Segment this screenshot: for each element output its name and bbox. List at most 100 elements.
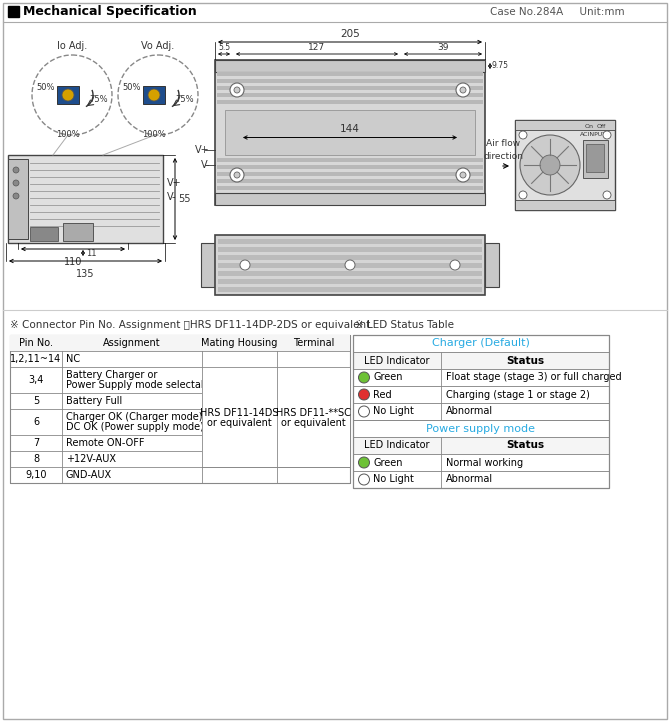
Text: 5: 5 bbox=[33, 396, 39, 406]
Text: 127: 127 bbox=[308, 43, 326, 52]
Circle shape bbox=[519, 191, 527, 199]
Text: DC OK (Power supply mode): DC OK (Power supply mode) bbox=[66, 422, 204, 432]
Text: On: On bbox=[585, 124, 594, 129]
Text: Power Supply mode selectable: Power Supply mode selectable bbox=[66, 380, 216, 389]
Text: NC: NC bbox=[66, 354, 80, 364]
Text: Charger OK (Charger mode) or: Charger OK (Charger mode) or bbox=[66, 412, 216, 422]
Text: Mechanical Specification: Mechanical Specification bbox=[23, 6, 197, 19]
Text: 9.75: 9.75 bbox=[492, 61, 509, 71]
Bar bbox=[217, 186, 483, 190]
Text: 55: 55 bbox=[178, 194, 190, 204]
Text: Remote ON-OFF: Remote ON-OFF bbox=[66, 438, 145, 448]
Text: HRS DF11-14DS: HRS DF11-14DS bbox=[200, 408, 279, 418]
Text: Vo Adj.: Vo Adj. bbox=[141, 41, 175, 51]
Text: Status: Status bbox=[506, 355, 544, 365]
Bar bbox=[218, 279, 482, 284]
Bar bbox=[8, 159, 28, 239]
Text: Battery Full: Battery Full bbox=[66, 396, 122, 406]
Bar bbox=[217, 93, 483, 97]
Bar bbox=[218, 287, 482, 292]
Text: Abnormal: Abnormal bbox=[446, 406, 493, 417]
Text: Off: Off bbox=[597, 124, 606, 129]
Bar bbox=[218, 271, 482, 276]
Circle shape bbox=[13, 180, 19, 186]
Bar bbox=[10, 335, 350, 351]
Text: +12V-AUX: +12V-AUX bbox=[66, 454, 116, 464]
Bar bbox=[353, 420, 609, 437]
Text: 100%: 100% bbox=[56, 130, 80, 139]
Circle shape bbox=[230, 83, 244, 97]
Text: Case No.284A     Unit:mm: Case No.284A Unit:mm bbox=[490, 7, 624, 17]
Text: Float stage (stage 3) or full charged: Float stage (stage 3) or full charged bbox=[446, 373, 622, 383]
Circle shape bbox=[62, 89, 74, 101]
Bar bbox=[217, 86, 483, 90]
Bar bbox=[485, 243, 499, 287]
Text: Terminal: Terminal bbox=[293, 338, 334, 348]
Text: No Light: No Light bbox=[373, 406, 414, 417]
Bar bbox=[583, 140, 608, 178]
Text: 6: 6 bbox=[33, 417, 39, 427]
Circle shape bbox=[230, 168, 244, 182]
Circle shape bbox=[519, 131, 527, 139]
Bar bbox=[8, 155, 163, 243]
Bar bbox=[218, 247, 482, 252]
Text: V+: V+ bbox=[196, 145, 210, 155]
Text: 110: 110 bbox=[64, 257, 82, 267]
Circle shape bbox=[234, 172, 240, 178]
Circle shape bbox=[148, 89, 160, 101]
Text: Normal working: Normal working bbox=[446, 458, 523, 468]
Text: ※ LED Status Table: ※ LED Status Table bbox=[355, 320, 454, 330]
Text: V-: V- bbox=[200, 160, 210, 170]
Circle shape bbox=[460, 87, 466, 93]
Circle shape bbox=[13, 193, 19, 199]
Bar bbox=[515, 120, 615, 210]
Circle shape bbox=[450, 260, 460, 270]
Text: Battery Charger or: Battery Charger or bbox=[66, 370, 157, 380]
Circle shape bbox=[358, 457, 369, 468]
Bar bbox=[353, 454, 609, 471]
Text: Io Adj.: Io Adj. bbox=[57, 41, 87, 51]
Text: ※ Connector Pin No. Assignment ：HRS DF11-14DP-2DS or equivalent: ※ Connector Pin No. Assignment ：HRS DF11… bbox=[10, 320, 371, 330]
Bar bbox=[353, 437, 609, 454]
Text: GND-AUX: GND-AUX bbox=[66, 470, 112, 480]
Circle shape bbox=[345, 260, 355, 270]
Text: V+: V+ bbox=[167, 178, 182, 188]
Text: or equivalent: or equivalent bbox=[281, 418, 346, 428]
Bar bbox=[217, 72, 483, 76]
Circle shape bbox=[520, 135, 580, 195]
Bar bbox=[215, 60, 485, 205]
Bar bbox=[217, 172, 483, 176]
Bar bbox=[143, 86, 165, 104]
Bar bbox=[353, 386, 609, 403]
Circle shape bbox=[358, 406, 369, 417]
Text: 3,4: 3,4 bbox=[28, 375, 44, 385]
Circle shape bbox=[460, 172, 466, 178]
Circle shape bbox=[540, 155, 560, 175]
Circle shape bbox=[358, 474, 369, 485]
Bar bbox=[217, 79, 483, 83]
Text: 8: 8 bbox=[33, 454, 39, 464]
Text: 50%: 50% bbox=[122, 82, 141, 92]
Circle shape bbox=[603, 191, 611, 199]
Bar bbox=[217, 158, 483, 162]
Text: Green: Green bbox=[373, 458, 403, 468]
Bar bbox=[515, 200, 615, 210]
Text: 144: 144 bbox=[340, 124, 360, 134]
Text: 5.5: 5.5 bbox=[218, 43, 230, 52]
Text: Green: Green bbox=[373, 373, 403, 383]
Text: LED Indicator: LED Indicator bbox=[364, 355, 429, 365]
Bar bbox=[353, 335, 609, 352]
Text: 205: 205 bbox=[340, 29, 360, 39]
Circle shape bbox=[13, 167, 19, 173]
Text: 11: 11 bbox=[86, 248, 96, 258]
Bar bbox=[63, 223, 93, 241]
Bar bbox=[586, 144, 604, 172]
Text: Mating Housing: Mating Housing bbox=[201, 338, 277, 348]
Circle shape bbox=[358, 372, 369, 383]
Bar bbox=[353, 369, 609, 386]
Text: Abnormal: Abnormal bbox=[446, 474, 493, 484]
Bar bbox=[202, 367, 350, 467]
Circle shape bbox=[456, 168, 470, 182]
Text: Red: Red bbox=[373, 389, 392, 399]
Circle shape bbox=[234, 87, 240, 93]
